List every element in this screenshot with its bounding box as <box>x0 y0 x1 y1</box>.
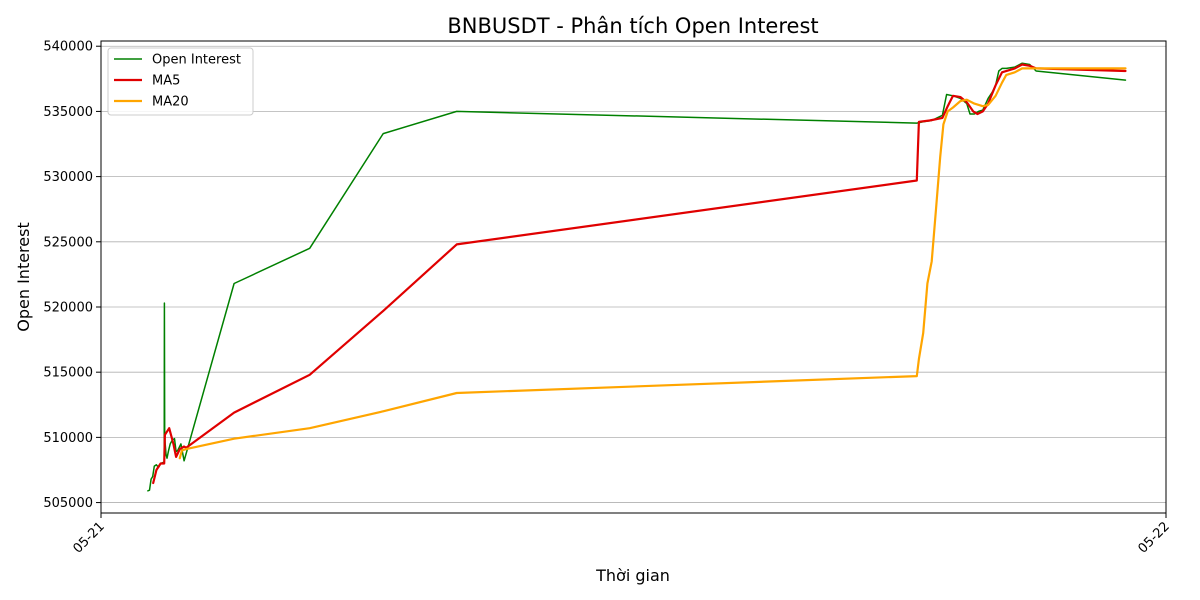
y-tick-label-1: 510000 <box>43 431 93 446</box>
y-tick-label-2: 515000 <box>43 366 93 381</box>
y-axis-label: Open Interest <box>14 222 33 331</box>
series-layer <box>147 62 1127 492</box>
x-axis-label: Thời gian <box>595 566 670 585</box>
y-tick-label-7: 540000 <box>43 40 93 55</box>
plot-frame <box>100 40 1167 514</box>
legend-items: Open Interest MA5 MA20 <box>114 53 241 110</box>
series-line-1 <box>152 63 1127 485</box>
grid-layer <box>101 45 1166 503</box>
legend-label-1: MA5 <box>152 74 180 89</box>
y-tick-label-5: 530000 <box>43 170 93 185</box>
series-line-2 <box>178 67 1127 460</box>
y-tick-label-3: 520000 <box>43 300 93 315</box>
y-tick-label-6: 535000 <box>43 105 93 120</box>
legend-label-0: Open Interest <box>152 53 241 68</box>
y-tick-label-4: 525000 <box>43 235 93 250</box>
y-tick-label-0: 505000 <box>43 496 93 511</box>
legend: Open Interest MA5 MA20 <box>107 47 254 116</box>
chart-title: BNBUSDT - Phân tích Open Interest <box>447 14 818 38</box>
legend-label-2: MA20 <box>152 95 189 110</box>
legend-box <box>107 47 254 116</box>
